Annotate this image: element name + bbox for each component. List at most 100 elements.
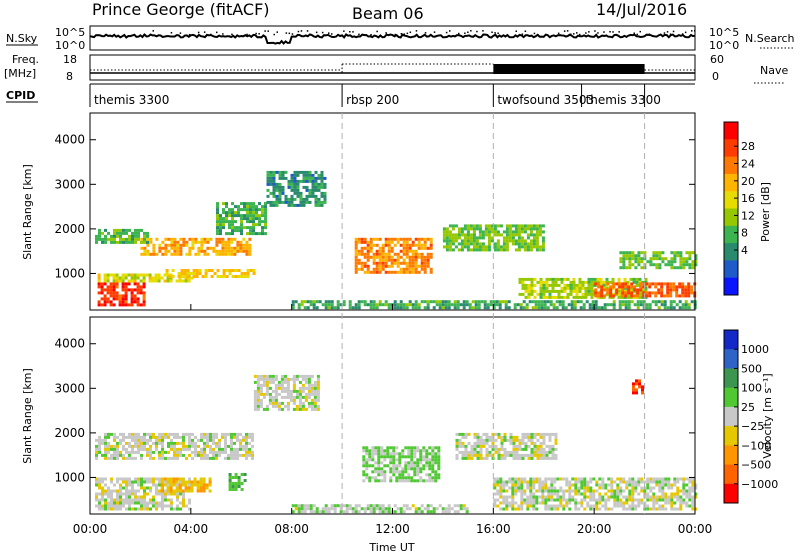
data-cell bbox=[103, 303, 107, 307]
data-cell bbox=[204, 269, 208, 272]
data-cell bbox=[161, 495, 164, 499]
data-cell bbox=[448, 233, 452, 237]
nsky-line bbox=[89, 33, 696, 45]
nsky-tick-bottom: 10^0 bbox=[55, 39, 85, 52]
data-cell bbox=[441, 507, 445, 511]
data-cell bbox=[589, 480, 593, 484]
data-cell bbox=[407, 446, 411, 450]
data-cell bbox=[152, 441, 155, 445]
data-cell bbox=[407, 455, 411, 459]
data-cell bbox=[225, 202, 228, 206]
data-cell bbox=[532, 233, 536, 237]
data-cell bbox=[466, 224, 470, 228]
power-heatmap bbox=[95, 170, 698, 310]
data-cell bbox=[305, 185, 309, 189]
data-cell bbox=[110, 456, 113, 460]
data-cell bbox=[286, 395, 290, 399]
data-cell bbox=[547, 486, 551, 490]
data-cell bbox=[517, 245, 521, 249]
data-cell bbox=[404, 464, 408, 468]
data-cell bbox=[658, 263, 662, 267]
data-cell bbox=[136, 288, 140, 292]
data-cell bbox=[98, 480, 101, 484]
data-cell bbox=[652, 257, 656, 261]
cpid-segment-label: rbsp 200 bbox=[346, 93, 399, 107]
data-cell bbox=[298, 386, 302, 390]
data-cell bbox=[456, 504, 460, 508]
data-cell bbox=[357, 258, 361, 262]
data-cell bbox=[616, 495, 620, 499]
data-cell bbox=[521, 447, 525, 451]
data-cell bbox=[290, 173, 294, 177]
data-cell bbox=[496, 498, 500, 502]
data-cell bbox=[149, 498, 152, 502]
data-cell bbox=[176, 432, 179, 436]
data-cell bbox=[634, 254, 638, 258]
data-cell bbox=[586, 486, 590, 490]
data-cell bbox=[137, 435, 140, 439]
data-cell bbox=[539, 295, 543, 299]
data-cell bbox=[539, 432, 543, 436]
data-cell bbox=[185, 444, 188, 448]
data-cell bbox=[231, 202, 234, 206]
data-cell bbox=[128, 480, 131, 484]
data-cell bbox=[527, 435, 531, 439]
data-cell bbox=[632, 391, 635, 395]
data-cell bbox=[265, 383, 269, 387]
data-cell bbox=[142, 273, 146, 277]
data-cell bbox=[464, 435, 468, 439]
data-cell bbox=[431, 479, 435, 483]
nave-tick-bottom: 0 bbox=[712, 70, 719, 83]
data-cell bbox=[583, 486, 587, 490]
data-cell bbox=[222, 208, 225, 212]
data-cell bbox=[296, 194, 300, 198]
data-cell bbox=[176, 240, 180, 244]
data-cell bbox=[196, 489, 200, 493]
data-cell bbox=[395, 464, 399, 468]
data-cell bbox=[685, 504, 689, 508]
data-cell bbox=[323, 182, 327, 186]
data-cell bbox=[317, 185, 321, 189]
data-cell bbox=[399, 249, 403, 253]
data-cell bbox=[505, 245, 509, 249]
data-cell bbox=[230, 438, 233, 442]
data-cell bbox=[533, 432, 537, 436]
data-cell bbox=[628, 266, 632, 270]
data-cell bbox=[277, 383, 281, 387]
data-cell bbox=[627, 303, 631, 307]
data-cell bbox=[309, 504, 313, 508]
data-cell bbox=[432, 300, 436, 304]
data-cell bbox=[545, 456, 549, 460]
data-cell bbox=[417, 240, 421, 244]
data-cell bbox=[487, 233, 491, 237]
data-cell bbox=[110, 507, 113, 511]
data-cell bbox=[104, 504, 107, 508]
data-cell bbox=[438, 300, 442, 304]
data-cell bbox=[644, 277, 648, 281]
data-cell bbox=[275, 200, 279, 204]
data-cell bbox=[520, 504, 524, 508]
data-cell bbox=[570, 303, 574, 307]
data-cell bbox=[197, 246, 201, 250]
data-cell bbox=[625, 498, 629, 502]
data-cell bbox=[664, 507, 668, 511]
data-cell bbox=[315, 306, 319, 310]
data-cell bbox=[191, 450, 194, 454]
data-cell bbox=[302, 170, 306, 174]
data-cell bbox=[377, 455, 381, 459]
data-cell bbox=[607, 495, 611, 499]
data-cell bbox=[618, 300, 622, 304]
data-cell bbox=[160, 480, 164, 484]
data-cell bbox=[613, 489, 617, 493]
data-cell bbox=[149, 240, 153, 244]
data-cell bbox=[569, 289, 573, 293]
data-cell bbox=[571, 477, 575, 481]
data-cell bbox=[146, 453, 149, 457]
data-cell bbox=[459, 303, 463, 307]
data-cell bbox=[542, 280, 546, 284]
data-cell bbox=[490, 236, 494, 240]
data-cell bbox=[539, 447, 543, 451]
data-cell bbox=[521, 453, 525, 457]
data-cell bbox=[554, 447, 558, 451]
data-cell bbox=[381, 264, 385, 268]
